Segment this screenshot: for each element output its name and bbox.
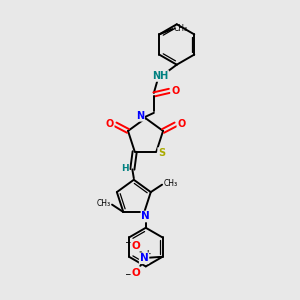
- Text: −: −: [125, 238, 133, 248]
- Text: CH₃: CH₃: [174, 24, 188, 33]
- Text: S: S: [158, 148, 165, 158]
- Text: H: H: [121, 164, 129, 173]
- Text: O: O: [171, 86, 179, 96]
- Text: −: −: [125, 271, 133, 281]
- Text: O: O: [106, 119, 114, 129]
- Text: O: O: [131, 268, 140, 278]
- Text: CH₃: CH₃: [163, 179, 177, 188]
- Text: N: N: [141, 212, 150, 221]
- Text: O: O: [131, 241, 140, 251]
- Text: N: N: [140, 253, 148, 263]
- Text: +: +: [145, 249, 151, 258]
- Text: NH: NH: [152, 71, 169, 81]
- Text: N: N: [136, 111, 144, 121]
- Text: CH₃: CH₃: [97, 199, 111, 208]
- Text: O: O: [177, 119, 186, 129]
